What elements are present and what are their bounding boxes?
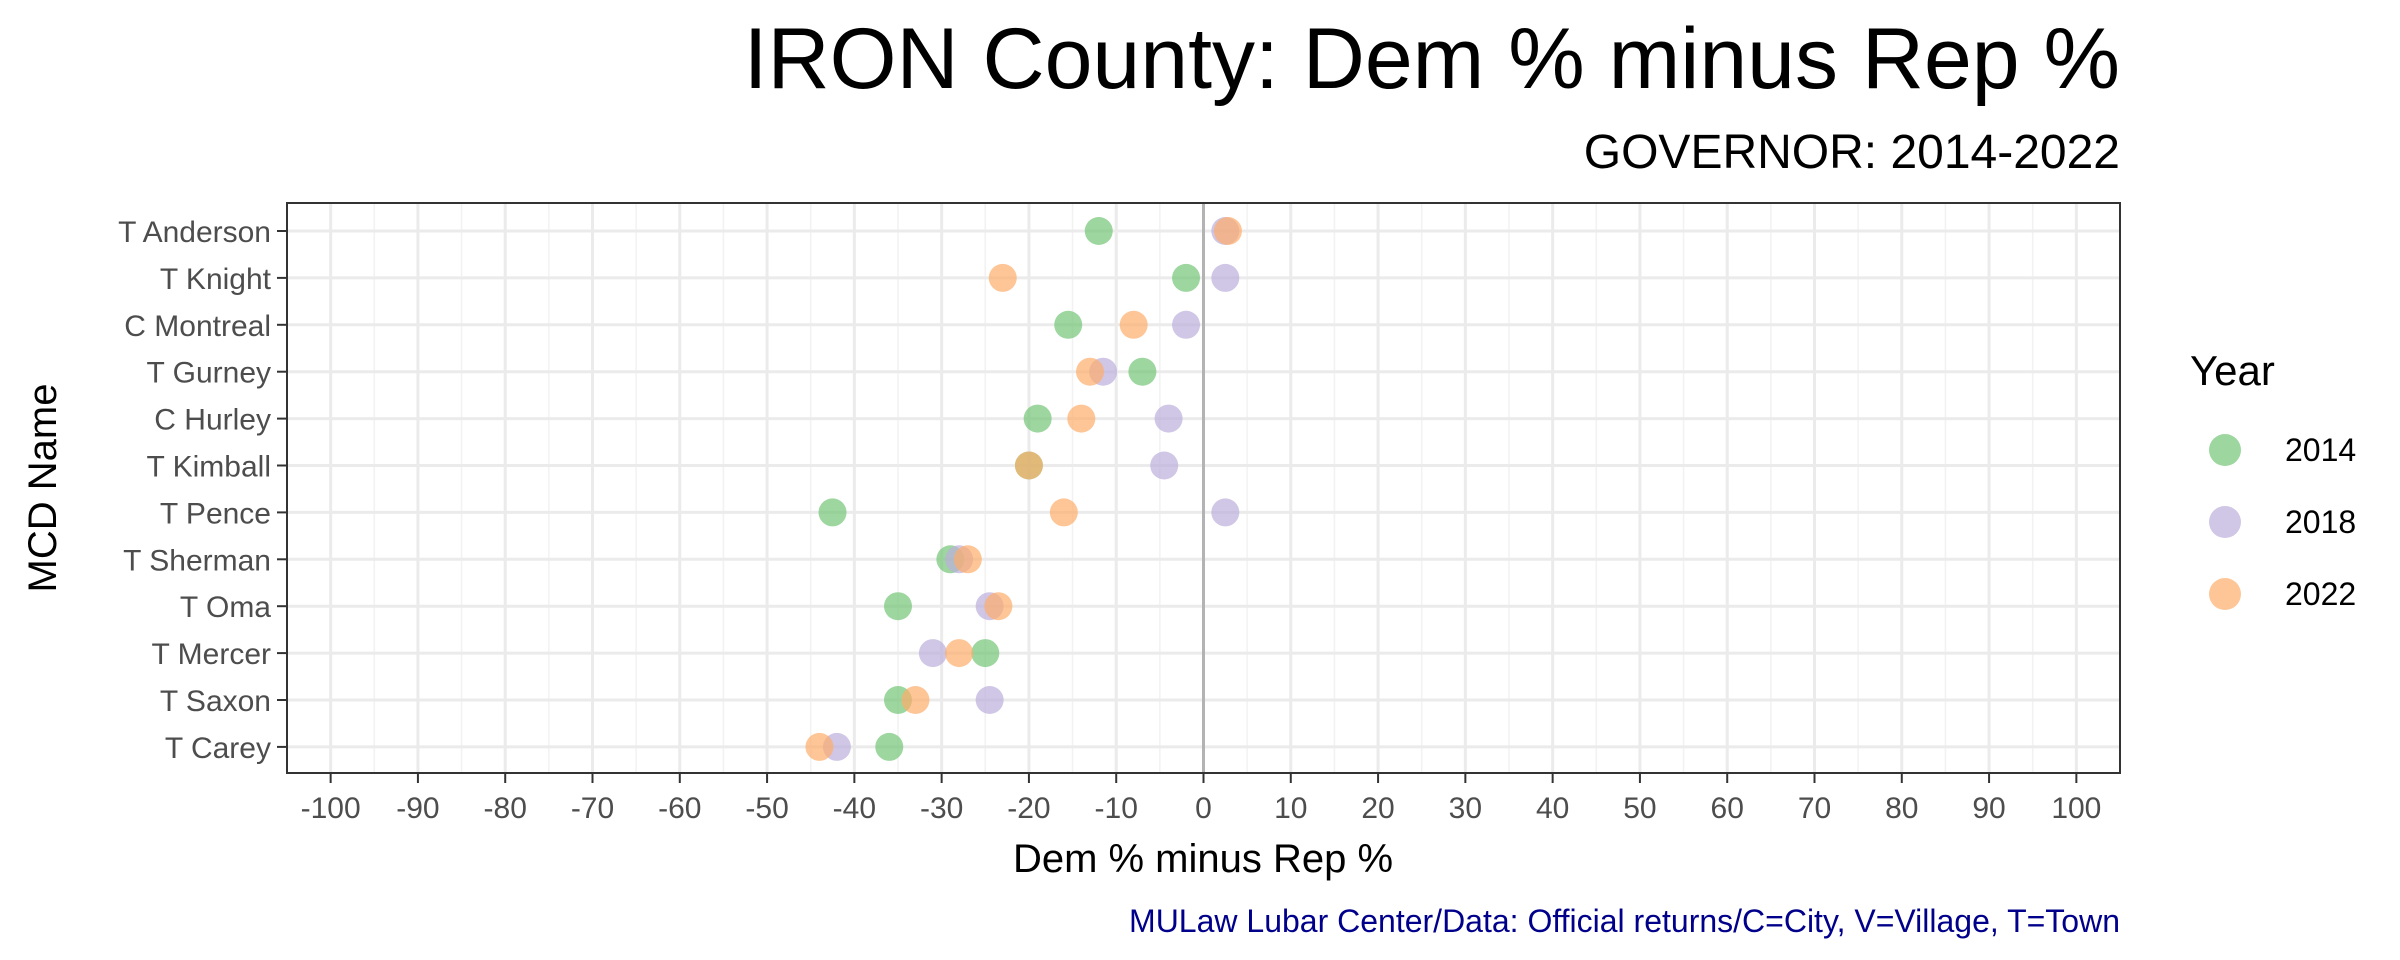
y-tick-label: T Anderson (118, 216, 271, 249)
point-2018-c-montreal (1172, 310, 1201, 339)
point-2014-t-anderson (1084, 217, 1113, 245)
y-tick-label: C Hurley (154, 404, 271, 437)
x-tick-label: -50 (745, 792, 788, 825)
point-2014-t-mercer (971, 639, 1000, 668)
point-2014-t-oma (884, 592, 912, 621)
point-2018-c-hurley (1154, 404, 1183, 433)
point-2022-c-hurley (1067, 404, 1096, 433)
x-tick-label: -80 (484, 792, 527, 825)
data-points (805, 217, 1242, 761)
chart-caption: MULaw Lubar Center/Data: Official return… (1129, 903, 2120, 939)
legend: 2014 2018 2022 (2209, 432, 2356, 612)
point-2022-t-mercer (945, 639, 974, 668)
point-2018-t-kimball (1150, 451, 1179, 480)
x-tick-label: -20 (1007, 792, 1050, 825)
x-tick-label: 80 (1885, 792, 1918, 825)
point-2022-t-saxon (901, 686, 930, 714)
x-tick-label: -100 (301, 792, 361, 825)
y-tick-label: T Kimball (147, 451, 271, 484)
x-tick-label: -90 (396, 792, 439, 825)
point-2022-t-carey (805, 732, 834, 761)
point-2014-c-hurley (1023, 404, 1052, 433)
x-axis: -100 -90 -80 -70 -60 -50 -40 -30 -20 -10 0 10 20 30 40… (301, 773, 2101, 825)
y-tick-label: T Saxon (160, 685, 271, 718)
x-tick-label: 90 (1972, 792, 2005, 825)
legend-title: Year (2190, 347, 2275, 394)
legend-label-2014: 2014 (2285, 432, 2356, 468)
x-tick-label: -30 (920, 792, 963, 825)
y-tick-label: T Oma (180, 591, 271, 624)
point-2014-t-carey (875, 732, 904, 761)
y-tick-label: C Montreal (124, 310, 271, 343)
chart-subtitle: GOVERNOR: 2014-2022 (1584, 126, 2120, 179)
legend-swatch-2014 (2209, 434, 2241, 466)
point-2018-t-knight (1211, 263, 1240, 292)
y-axis: T Anderson T Knight C Montreal T Gurney C Hu… (118, 216, 287, 765)
x-tick-label: -70 (571, 792, 614, 825)
x-tick-label: 40 (1536, 792, 1569, 825)
point-2022-t-kimball (1014, 451, 1043, 480)
x-tick-label: -60 (658, 792, 701, 825)
point-2018-t-pence (1211, 498, 1240, 527)
legend-label-2018: 2018 (2285, 504, 2356, 540)
x-tick-label: -40 (833, 792, 876, 825)
legend-label-2022: 2022 (2285, 576, 2356, 612)
chart-title: IRON County: Dem % minus Rep % (744, 11, 2120, 107)
x-tick-label: 100 (2051, 792, 2101, 825)
point-2022-t-pence (1049, 498, 1078, 527)
point-2022-t-oma (984, 592, 1013, 621)
point-2018-t-mercer (918, 639, 947, 668)
point-2014-t-gurney (1128, 357, 1157, 386)
x-tick-label: -10 (1095, 792, 1138, 825)
point-2022-c-montreal (1119, 310, 1148, 339)
minor-grid (373, 203, 2034, 773)
point-2018-t-saxon (975, 686, 1004, 714)
x-axis-title: Dem % minus Rep % (1013, 837, 1393, 881)
x-tick-label: 70 (1798, 792, 1831, 825)
legend-swatch-2022 (2209, 578, 2241, 610)
point-2014-t-pence (818, 498, 847, 527)
x-tick-label: 60 (1711, 792, 1744, 825)
x-tick-label: 30 (1449, 792, 1482, 825)
x-tick-label: 0 (1195, 792, 1212, 825)
y-tick-label: T Sherman (123, 544, 271, 577)
point-2022-t-knight (988, 263, 1017, 292)
y-axis-title: MCD Name (21, 384, 65, 593)
point-2014-c-montreal (1054, 310, 1083, 339)
x-tick-label: 20 (1361, 792, 1394, 825)
x-tick-label: 10 (1274, 792, 1307, 825)
point-2022-t-anderson (1213, 217, 1242, 245)
point-2014-t-knight (1172, 263, 1201, 292)
y-tick-label: T Carey (165, 732, 271, 765)
y-tick-label: T Pence (160, 497, 271, 530)
y-tick-label: T Knight (160, 263, 272, 296)
point-2022-t-gurney (1076, 357, 1105, 386)
legend-swatch-2018 (2209, 506, 2241, 538)
y-tick-label: T Mercer (152, 638, 271, 671)
x-tick-label: 50 (1623, 792, 1656, 825)
point-2022-t-sherman (953, 545, 982, 574)
y-tick-label: T Gurney (147, 357, 272, 390)
